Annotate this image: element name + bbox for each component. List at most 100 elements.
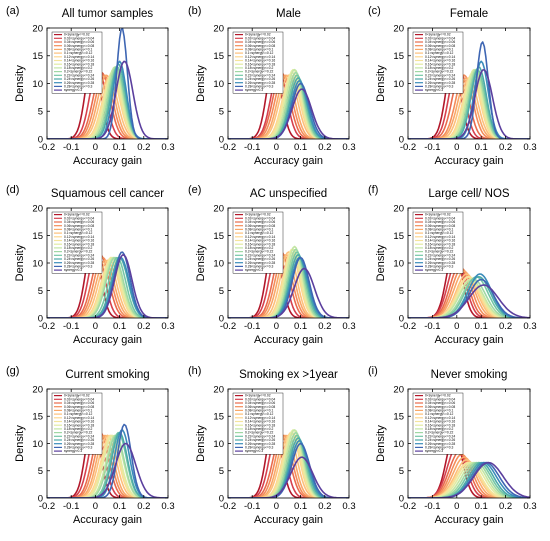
x-tick-label: 0.1	[294, 321, 307, 332]
x-axis-label: Accuracy gain	[254, 514, 323, 526]
legend-label: 0.06<synergy<=0.08	[245, 44, 275, 48]
legend-label: 0.08<synergy<=0.1	[425, 48, 453, 52]
legend: 0<synergy<=0.020.02<synergy<=0.040.04<sy…	[51, 211, 103, 274]
legend: 0<synergy<=0.020.02<synergy<=0.040.04<sy…	[51, 392, 103, 455]
panel-9: (i) Never smoking -0.2 -0.1 0 0.1 0.2 0.3 0 5 10 15…	[368, 365, 537, 526]
legend-label: 0.02<synergy<=0.04	[64, 36, 94, 40]
y-tick-label: 10	[213, 258, 224, 269]
panel-title: Never smoking	[431, 369, 508, 381]
x-tick-label: -0.1	[244, 321, 260, 332]
density-curve-16	[47, 60, 168, 139]
x-tick-label: -0.2	[220, 142, 236, 153]
legend-label: 0.26<synergy<=0.28	[64, 261, 94, 265]
y-tick-label: 15	[213, 231, 224, 242]
legend-label: 0.1<synergy<=0.12	[245, 412, 273, 416]
legend-label: 0<synergy<=0.02	[64, 33, 90, 37]
panel-3: (c) Female -0.2 -0.1 0 0.1 0.2 0.3 0 5 10 15 20 Accur…	[368, 5, 537, 167]
legend-label: 0.26<synergy<=0.28	[64, 442, 94, 446]
legend: 0<synergy<=0.020.02<synergy<=0.040.04<sy…	[412, 31, 464, 94]
density-curve-16	[47, 442, 168, 498]
y-tick-label: 0	[219, 134, 224, 145]
legend-label: 0.24<synergy<=0.26	[425, 257, 455, 261]
legend-label: 0.04<synergy<=0.06	[64, 401, 94, 405]
legend-label: 0.16<synergy<=0.18	[64, 62, 94, 66]
y-tick-label: 10	[32, 79, 43, 90]
y-tick-label: 15	[32, 231, 43, 242]
y-tick-label: 0	[219, 313, 224, 324]
legend-label: 0.14<synergy<=0.16	[245, 239, 275, 243]
panel-letter: (d)	[6, 184, 19, 196]
legend-label: 0.2<synergy<=0.22	[245, 431, 273, 435]
legend-label: 0.08<synergy<=0.1	[64, 409, 92, 413]
x-tick-label: -0.2	[39, 142, 55, 153]
y-tick-label: 15	[32, 412, 43, 423]
panel-letter: (b)	[188, 5, 201, 17]
density-curve-13	[408, 461, 530, 498]
legend-label: 0.12<synergy<=0.14	[64, 416, 94, 420]
legend-label: 0.24<synergy<=0.26	[245, 77, 275, 81]
legend-label: 0.18<synergy<=0.2	[425, 66, 453, 70]
y-tick-label: 0	[38, 313, 43, 324]
panel-letter: (f)	[368, 184, 378, 196]
legend-label: 0.26<synergy<=0.28	[425, 81, 455, 85]
panel-title: Male	[276, 8, 301, 20]
legend-label: 0.02<synergy<=0.04	[245, 216, 275, 220]
y-axis-label: Density	[14, 425, 26, 462]
y-tick-label: 20	[32, 23, 43, 34]
legend-label: 0.12<synergy<=0.14	[245, 416, 275, 420]
legend-label: 0.12<synergy<=0.14	[64, 55, 94, 59]
y-tick-label: 10	[32, 258, 43, 269]
panel-2: (b) Male -0.2 -0.1 0 0.1 0.2 0.3 0 5 10 15 20 Accurac…	[188, 5, 356, 167]
legend-label: 0.08<synergy<=0.1	[245, 48, 273, 52]
panel-letter: (g)	[6, 365, 19, 377]
x-tick-label: 0.2	[318, 321, 331, 332]
legend-label: 0.16<synergy<=0.18	[64, 242, 94, 246]
density-curve-9	[228, 429, 349, 498]
y-tick-label: 10	[213, 79, 224, 90]
legend-label: 0.02<synergy<=0.04	[425, 36, 455, 40]
x-tick-label: 0	[93, 321, 98, 332]
x-axis-label: Accuracy gain	[434, 155, 503, 167]
panel-letter: (a)	[6, 5, 19, 17]
legend-label: 0<synergy<=0.02	[245, 394, 271, 398]
density-curve-9	[47, 68, 168, 139]
legend-label: synergy>0.3	[425, 268, 443, 272]
density-curve-11	[47, 66, 168, 139]
y-tick-label: 5	[38, 286, 43, 297]
panel-letter: (i)	[368, 365, 378, 377]
legend-label: 0.06<synergy<=0.08	[64, 405, 94, 409]
legend-label: 0.2<synergy<=0.22	[64, 70, 92, 74]
y-tick-label: 0	[399, 493, 404, 504]
legend-label: 0<synergy<=0.02	[425, 394, 451, 398]
legend-label: 0.18<synergy<=0.2	[64, 427, 92, 431]
x-tick-label: -0.1	[424, 142, 440, 153]
legend-label: 0.22<synergy<=0.24	[64, 434, 94, 438]
x-tick-label: 0.1	[294, 501, 307, 512]
panel-title: AC unspecified	[250, 188, 327, 200]
legend-label: 0.28<synergy<=0.3	[425, 265, 453, 269]
legend-label: synergy>0.3	[245, 449, 263, 453]
y-tick-label: 20	[393, 384, 404, 395]
x-tick-label: 0.1	[475, 321, 488, 332]
x-tick-label: 0.2	[318, 142, 331, 153]
x-tick-label: -0.2	[400, 142, 416, 153]
panel-title: Current smoking	[65, 369, 149, 381]
legend-label: 0.14<synergy<=0.16	[425, 420, 455, 424]
legend-label: 0.14<synergy<=0.16	[64, 420, 94, 424]
x-tick-label: 0.2	[499, 321, 512, 332]
legend-label: synergy>0.3	[64, 88, 82, 92]
density-curve-16	[228, 267, 349, 318]
density-curve-15	[47, 28, 168, 139]
panel-letter: (c)	[368, 5, 381, 17]
legend-label: synergy>0.3	[64, 268, 82, 272]
legend-label: 0.1<synergy<=0.12	[64, 51, 92, 55]
legend-label: 0<synergy<=0.02	[64, 213, 90, 217]
x-tick-label: -0.1	[63, 501, 79, 512]
panel-4: (d) Squamous cell cancer -0.2 -0.1 0 0.1 0.2 0.…	[6, 184, 175, 346]
legend-label: 0.28<synergy<=0.3	[245, 446, 273, 450]
density-curve-6	[228, 251, 349, 318]
x-tick-label: 0	[454, 501, 459, 512]
legend-label: 0.12<synergy<=0.14	[425, 235, 455, 239]
legend-label: synergy>0.3	[245, 268, 263, 272]
density-curve-7	[47, 434, 168, 498]
